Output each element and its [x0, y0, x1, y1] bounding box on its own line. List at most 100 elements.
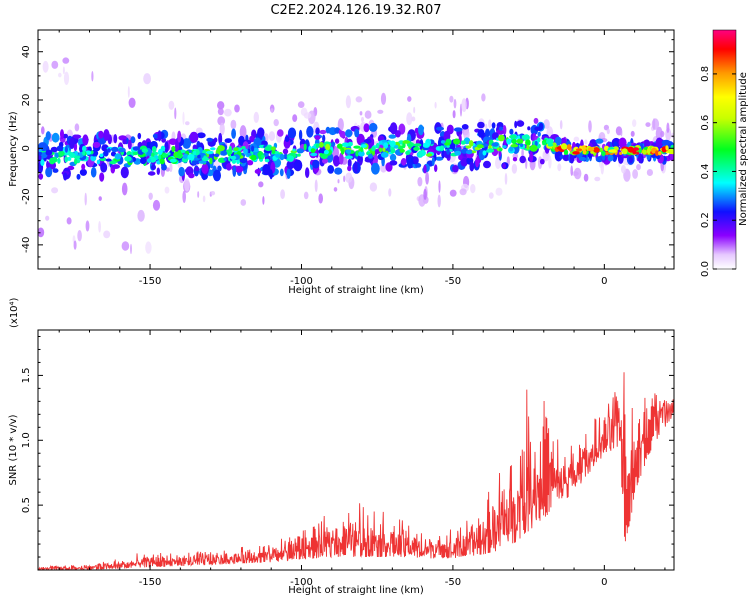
- spectral-peak: [502, 145, 507, 149]
- spectral-blob: [253, 111, 259, 123]
- colorbar-gradient: [712, 29, 737, 270]
- spectral-blob: [286, 160, 295, 170]
- spectral-peak: [358, 151, 365, 157]
- spectral-peak: [250, 154, 257, 161]
- spectral-blob: [103, 129, 110, 141]
- spectral-blob: [182, 190, 186, 203]
- spectrogram-frame: [37, 29, 675, 270]
- spectral-blob: [121, 182, 128, 196]
- spectral-blob: [669, 152, 674, 162]
- spectral-peak: [201, 156, 210, 162]
- spectral-blob: [406, 112, 413, 126]
- spectral-blob: [82, 134, 89, 146]
- spectral-blob: [661, 139, 671, 146]
- spectral-peak: [552, 142, 557, 150]
- spectral-blob: [665, 127, 672, 141]
- spectral-blob: [511, 163, 518, 174]
- colorbar-label: Normalized spectral amplitude: [738, 72, 749, 226]
- spectral-peak: [667, 148, 674, 155]
- spectral-peak: [109, 160, 116, 165]
- spectral-blob: [151, 164, 156, 171]
- spectral-peak: [520, 143, 524, 148]
- spectral-peak: [296, 148, 304, 154]
- spectral-blob: [254, 169, 262, 174]
- spectral-blob: [284, 135, 290, 142]
- snr-frame: [37, 329, 675, 571]
- spectral-blob: [77, 230, 82, 242]
- spectral-blob: [217, 108, 224, 116]
- spectral-peak: [498, 134, 505, 142]
- spectral-peak: [534, 140, 538, 147]
- spectral-peak: [402, 142, 406, 149]
- spectral-blob: [459, 188, 467, 196]
- spectral-peak: [105, 158, 112, 162]
- spectral-peak: [563, 149, 569, 155]
- spectral-blob: [127, 86, 130, 98]
- spectral-peak: [510, 144, 519, 148]
- spectral-peak: [171, 145, 176, 153]
- spectral-peak: [74, 150, 78, 156]
- spectral-peak: [389, 140, 396, 148]
- spectral-peak: [310, 152, 318, 157]
- spectral-peak: [566, 144, 572, 151]
- x-tick-label: -150: [139, 577, 162, 588]
- spectral-peak: [279, 153, 285, 161]
- spectral-peak: [140, 157, 147, 165]
- spectral-blob: [194, 166, 200, 172]
- spectral-blob: [84, 192, 87, 206]
- spectral-peak: [593, 147, 600, 153]
- spectral-blob: [98, 221, 101, 233]
- spectral-blob: [76, 173, 81, 180]
- spectral-peak: [368, 153, 373, 159]
- spectral-peak: [426, 153, 433, 157]
- spectral-blob: [347, 165, 352, 172]
- spectral-blob: [652, 118, 656, 131]
- spectral-blob: [282, 148, 289, 155]
- spectral-blob: [169, 163, 173, 173]
- spectral-blob: [578, 156, 587, 161]
- spectral-blob: [249, 135, 255, 143]
- colorbar: 0.0 0.2 0.4 0.6 0.8 Normalized spectral ampl…: [700, 29, 749, 277]
- spectral-blob: [314, 135, 321, 140]
- spectral-blob: [182, 111, 185, 125]
- spectral-blob: [58, 141, 64, 148]
- spectral-blob: [92, 141, 101, 148]
- spectral-blob: [232, 165, 237, 177]
- spectral-blob: [51, 60, 59, 69]
- spectral-peak: [632, 149, 637, 155]
- spectral-blob: [364, 158, 374, 163]
- spectral-blob: [257, 127, 265, 138]
- spectral-blob: [453, 127, 463, 132]
- spectral-blob: [197, 191, 200, 198]
- x-tick-label: -100: [290, 577, 313, 588]
- spectral-blob: [90, 167, 97, 178]
- spectral-peak: [394, 145, 399, 149]
- spectral-peak: [382, 147, 386, 152]
- spectral-blob: [539, 158, 545, 165]
- spectral-blob: [413, 106, 416, 114]
- spectral-peak: [210, 147, 216, 151]
- spectral-peak: [251, 145, 255, 152]
- spectral-peak: [319, 152, 323, 157]
- spectral-blob: [74, 123, 80, 132]
- spectral-peak: [491, 142, 499, 147]
- x-tick-label: -50: [445, 577, 461, 588]
- spectral-blob: [345, 129, 353, 138]
- spectral-blob: [103, 230, 111, 239]
- spectral-peak: [408, 141, 412, 149]
- spectral-peak: [220, 150, 228, 156]
- spectral-blob: [178, 166, 185, 177]
- snr-axes: -150 -100 -50 0 0.5 1.0 1.5: [21, 330, 674, 588]
- snr-ylabel: SNR (10 * v/v): [8, 414, 19, 485]
- spectral-blob: [280, 189, 285, 200]
- y-tick-label: 1.0: [21, 432, 32, 448]
- spectral-peak: [231, 159, 237, 164]
- spectral-blob: [161, 164, 167, 171]
- spectral-blob: [525, 158, 528, 170]
- spectral-peak: [509, 146, 514, 152]
- spectral-blob: [152, 133, 159, 139]
- spectral-peak: [345, 155, 353, 159]
- spectral-blob: [270, 108, 274, 113]
- spectral-blob: [63, 172, 68, 181]
- x-tick-label: -50: [445, 276, 461, 287]
